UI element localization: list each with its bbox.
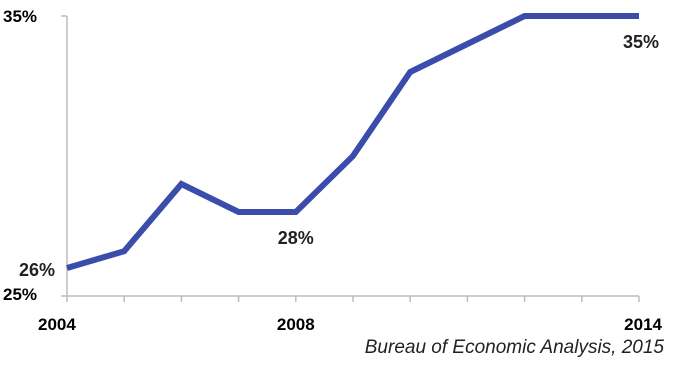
source-note: Bureau of Economic Analysis, 2015 xyxy=(364,337,664,358)
y-tick-label: 25% xyxy=(3,285,37,304)
labels-group: 35% 25%2004 2008 2014 26% 28% 35% xyxy=(3,7,663,334)
data-label: 28% xyxy=(278,228,314,248)
series-group xyxy=(66,13,640,271)
x-tick-label: 2004 xyxy=(38,315,76,334)
x-tick-label: 2014 xyxy=(624,315,662,334)
data-label: 35% xyxy=(623,32,659,52)
y-tick-label: 35% xyxy=(3,7,37,26)
x-axis-ticks xyxy=(66,296,640,302)
series-line-0 xyxy=(66,13,639,271)
x-tick-label: 2008 xyxy=(277,315,315,334)
data-label: 26% xyxy=(19,260,55,280)
